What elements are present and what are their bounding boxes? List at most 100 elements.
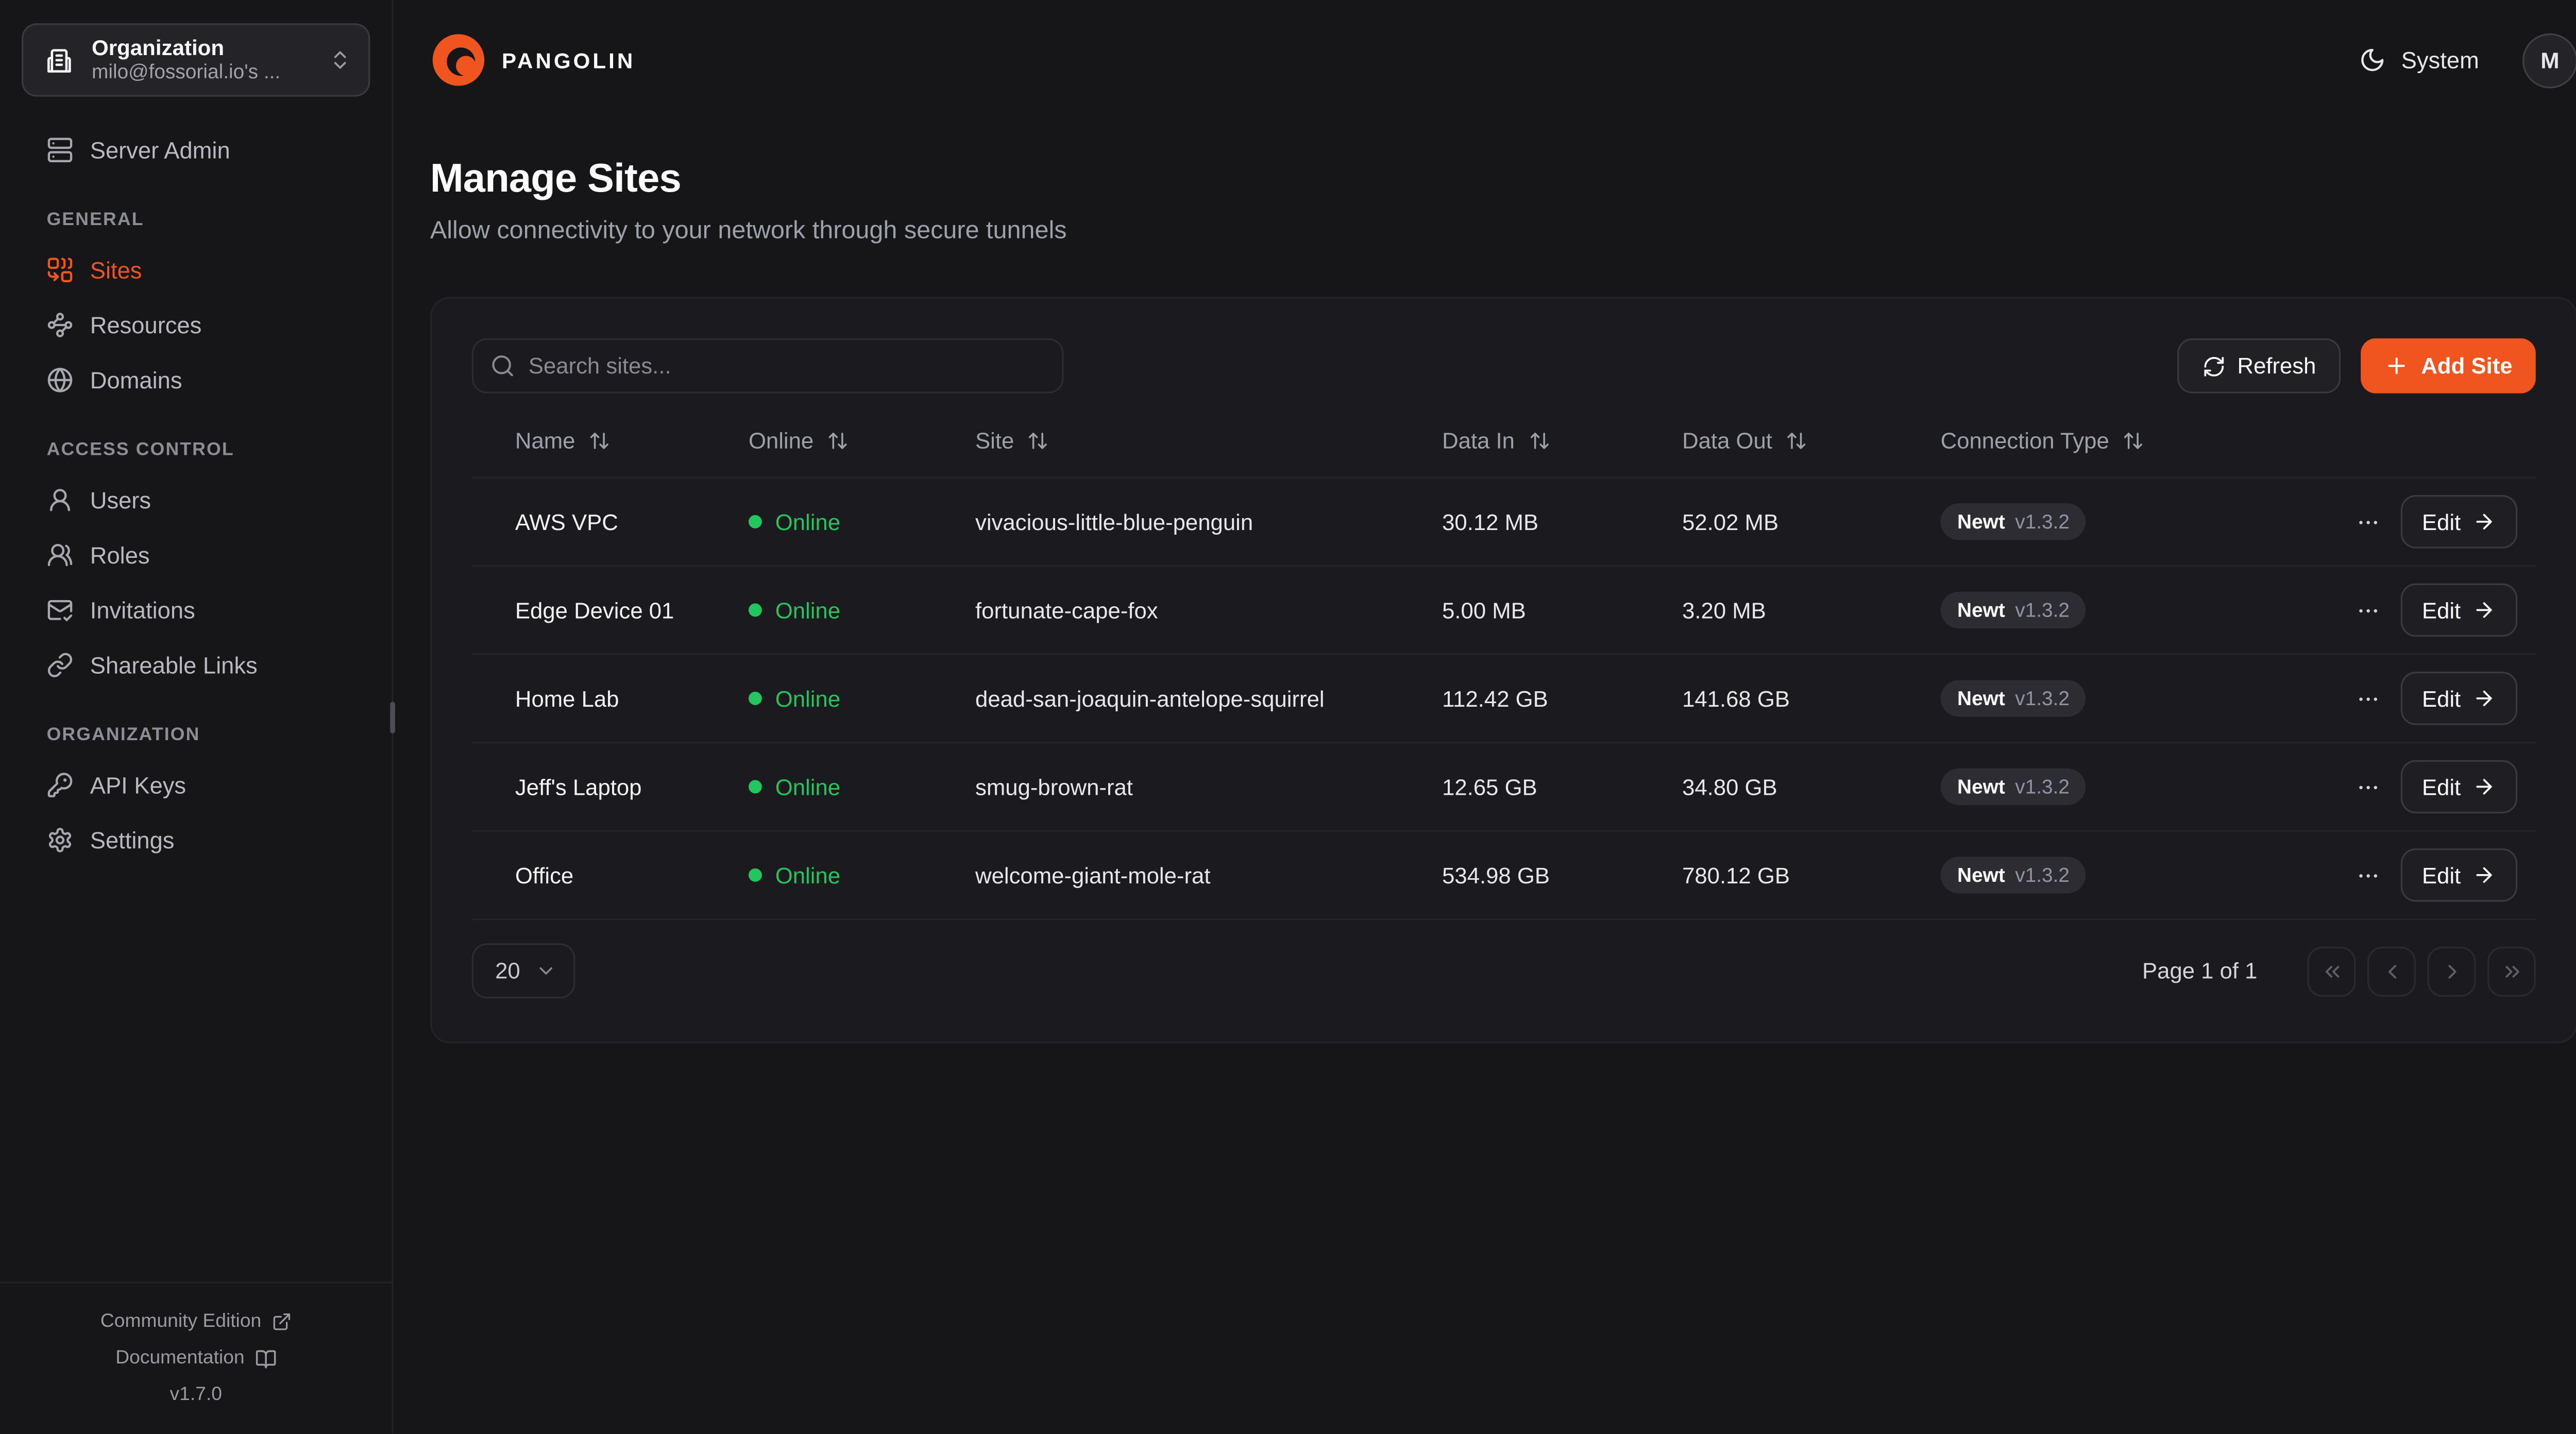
status-dot	[748, 603, 762, 617]
site-name: Office	[515, 862, 574, 888]
sort-icon	[1530, 432, 1548, 449]
data-in: 30.12 MB	[1442, 509, 1539, 535]
data-out: 52.02 MB	[1682, 509, 1779, 535]
topbar: PANGOLIN System M	[430, 0, 2576, 120]
next-page-button[interactable]	[2427, 946, 2476, 996]
edit-button[interactable]: Edit	[2400, 583, 2518, 637]
sort-icon	[828, 432, 847, 449]
status-dot	[748, 780, 762, 794]
edit-button[interactable]: Edit	[2400, 848, 2518, 902]
row-menu-button[interactable]	[2355, 767, 2381, 807]
connection-type-badge: Newt v1.3.2	[1940, 680, 2087, 717]
brand-name: PANGOLIN	[502, 47, 636, 73]
status-dot	[748, 515, 762, 528]
sidebar-item-resources[interactable]: Resources	[22, 305, 370, 345]
section-label-general: GENERAL	[46, 210, 144, 230]
site-slug: fortunate-cape-fox	[975, 598, 1158, 623]
sidebar-item-server-admin[interactable]: Server Admin	[22, 130, 370, 170]
edit-button[interactable]: Edit	[2400, 672, 2518, 725]
ellipsis-icon	[2355, 598, 2381, 623]
site-slug: welcome-giant-mole-rat	[975, 862, 1211, 888]
building-icon	[43, 44, 75, 76]
refresh-icon	[2204, 356, 2224, 376]
documentation-label: Documentation	[115, 1348, 245, 1369]
first-page-button[interactable]	[2307, 946, 2356, 996]
pangolin-logo-icon	[432, 34, 485, 86]
sidebar-item-label: API Keys	[90, 772, 187, 799]
connection-type-badge: Newt v1.3.2	[1940, 503, 2087, 540]
search-input[interactable]	[528, 353, 1045, 379]
site-name: AWS VPC	[515, 509, 618, 535]
table-row: Jeff's Laptop Online smug-brown-rat 12.6…	[471, 743, 2536, 832]
combine-icon	[47, 257, 74, 283]
column-header-online[interactable]: Online	[749, 428, 975, 453]
sidebar-item-label: Server Admin	[90, 136, 230, 164]
edit-button[interactable]: Edit	[2400, 495, 2518, 549]
sidebar-item-settings[interactable]: Settings	[22, 820, 370, 860]
page-info: Page 1 of 1	[2142, 958, 2258, 984]
row-menu-button[interactable]	[2355, 502, 2381, 542]
sidebar-item-invitations[interactable]: Invitations	[22, 590, 370, 630]
sidebar: Organization milo@fossorial.io's ... Ser…	[0, 0, 395, 1433]
sidebar-resize-handle[interactable]	[390, 702, 395, 733]
page-size-value: 20	[495, 958, 520, 984]
org-value: milo@fossorial.io's ...	[91, 61, 281, 83]
app-version: v1.7.0	[170, 1385, 222, 1405]
sidebar-item-label: Resources	[90, 312, 202, 338]
community-edition-label: Community Edition	[100, 1311, 262, 1332]
page-size-select[interactable]: 20	[471, 943, 575, 999]
key-icon	[47, 772, 74, 798]
prev-page-button[interactable]	[2367, 946, 2416, 996]
column-header-site[interactable]: Site	[975, 428, 1442, 453]
add-site-button[interactable]: Add Site	[2361, 338, 2536, 394]
sidebar-item-domains[interactable]: Domains	[22, 360, 370, 400]
community-edition-link[interactable]: Community Edition	[0, 1304, 392, 1340]
data-in: 12.65 GB	[1442, 774, 1537, 799]
avatar[interactable]: M	[2522, 32, 2576, 88]
site-name: Home Lab	[515, 686, 619, 711]
chevrons-right-icon	[2504, 965, 2519, 977]
page-subtitle: Allow connectivity to your network throu…	[430, 216, 1067, 245]
sidebar-item-api-keys[interactable]: API Keys	[22, 765, 370, 805]
sidebar-item-sites[interactable]: Sites	[22, 250, 370, 290]
mail-check-icon	[47, 596, 74, 623]
sort-icon	[590, 432, 608, 449]
moon-icon	[2360, 47, 2386, 74]
sidebar-item-roles[interactable]: Roles	[22, 535, 370, 575]
chevrons-up-down-icon	[334, 51, 346, 69]
sidebar-item-users[interactable]: Users	[22, 480, 370, 520]
edit-button[interactable]: Edit	[2400, 760, 2518, 814]
column-header-data-in[interactable]: Data In	[1442, 428, 1682, 453]
table-header-row: Name Online Site Data In Data Out Connec…	[471, 394, 2536, 479]
sidebar-item-label: Settings	[90, 827, 175, 853]
gear-icon	[47, 827, 74, 853]
data-in: 5.00 MB	[1442, 598, 1526, 623]
table-row: AWS VPC Online vivacious-little-blue-pen…	[471, 479, 2536, 567]
row-menu-button[interactable]	[2355, 855, 2381, 895]
page-head: Manage Sites Allow connectivity to your …	[430, 157, 2576, 245]
column-header-name[interactable]: Name	[515, 428, 749, 453]
last-page-button[interactable]	[2487, 946, 2536, 996]
data-out: 780.12 GB	[1682, 862, 1790, 888]
column-header-connection-type[interactable]: Connection Type	[1941, 428, 2328, 453]
theme-toggle[interactable]: System	[2360, 47, 2479, 74]
site-slug: vivacious-little-blue-penguin	[975, 509, 1253, 535]
link-icon	[47, 652, 74, 678]
column-header-data-out[interactable]: Data Out	[1682, 428, 1941, 453]
users-icon	[47, 542, 74, 569]
section-label-organization: ORGANIZATION	[46, 725, 200, 745]
table-row: Home Lab Online dead-san-joaquin-antelop…	[471, 655, 2536, 744]
refresh-button[interactable]: Refresh	[2177, 338, 2342, 394]
row-menu-button[interactable]	[2355, 678, 2381, 719]
page-title: Manage Sites	[430, 157, 682, 202]
data-out: 34.80 GB	[1682, 774, 1777, 799]
documentation-link[interactable]: Documentation	[0, 1340, 392, 1377]
connection-type-badge: Newt v1.3.2	[1940, 857, 2087, 894]
site-name: Jeff's Laptop	[515, 774, 642, 799]
sidebar-item-shareable-links[interactable]: Shareable Links	[22, 645, 370, 685]
pagination: 20 Page 1 of 1	[471, 943, 2536, 999]
org-switcher[interactable]: Organization milo@fossorial.io's ...	[22, 23, 370, 97]
row-menu-button[interactable]	[2355, 590, 2381, 630]
online-status: Online	[748, 774, 975, 799]
